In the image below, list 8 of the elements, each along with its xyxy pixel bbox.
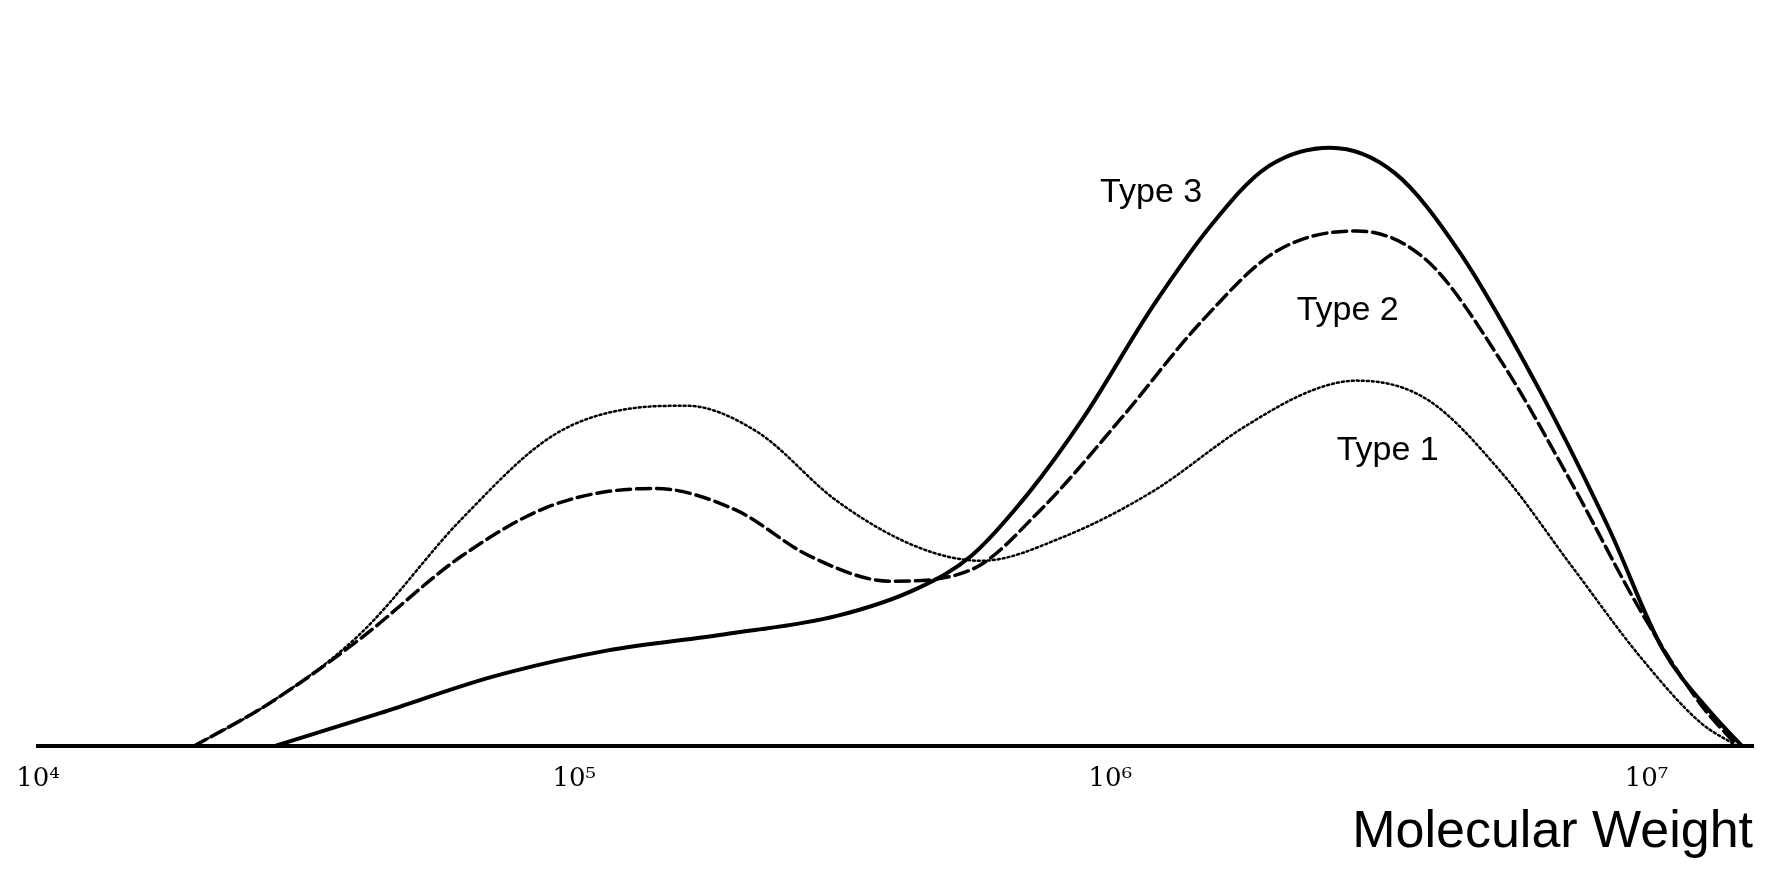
x-axis-title: Molecular Weight bbox=[1352, 800, 1754, 859]
series-label: Type 3 bbox=[1100, 171, 1203, 210]
x-tick-label: 10⁷ bbox=[1624, 761, 1669, 792]
x-tick-label: 10⁴ bbox=[16, 761, 60, 792]
series-label: Type 1 bbox=[1336, 428, 1439, 467]
x-tick-label: 10⁵ bbox=[552, 761, 596, 792]
series-label: Type 2 bbox=[1296, 289, 1399, 328]
x-tick-label: 10⁶ bbox=[1088, 761, 1133, 792]
